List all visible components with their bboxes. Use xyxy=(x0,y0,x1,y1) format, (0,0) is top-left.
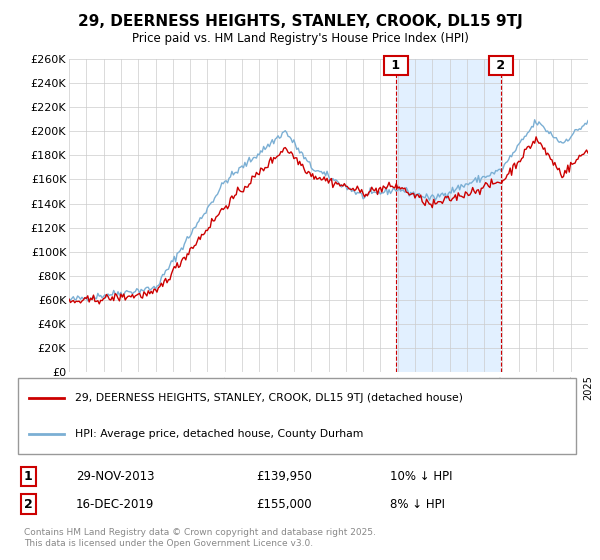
Text: 1: 1 xyxy=(388,59,405,72)
Text: £155,000: £155,000 xyxy=(256,498,312,511)
Text: Contains HM Land Registry data © Crown copyright and database right 2025.
This d: Contains HM Land Registry data © Crown c… xyxy=(23,528,376,548)
Text: 2: 2 xyxy=(492,59,509,72)
FancyBboxPatch shape xyxy=(18,379,577,454)
Text: HPI: Average price, detached house, County Durham: HPI: Average price, detached house, Coun… xyxy=(76,428,364,438)
Text: 29, DEERNESS HEIGHTS, STANLEY, CROOK, DL15 9TJ: 29, DEERNESS HEIGHTS, STANLEY, CROOK, DL… xyxy=(77,14,523,29)
Text: 16-DEC-2019: 16-DEC-2019 xyxy=(76,498,154,511)
Text: 29, DEERNESS HEIGHTS, STANLEY, CROOK, DL15 9TJ (detached house): 29, DEERNESS HEIGHTS, STANLEY, CROOK, DL… xyxy=(76,393,463,403)
Text: 29-NOV-2013: 29-NOV-2013 xyxy=(76,470,155,483)
Text: £139,950: £139,950 xyxy=(256,470,313,483)
Text: 1: 1 xyxy=(23,470,32,483)
Text: 10% ↓ HPI: 10% ↓ HPI xyxy=(391,470,453,483)
Text: 2: 2 xyxy=(23,498,32,511)
Text: 8% ↓ HPI: 8% ↓ HPI xyxy=(391,498,445,511)
Text: Price paid vs. HM Land Registry's House Price Index (HPI): Price paid vs. HM Land Registry's House … xyxy=(131,32,469,45)
Bar xyxy=(396,59,501,372)
